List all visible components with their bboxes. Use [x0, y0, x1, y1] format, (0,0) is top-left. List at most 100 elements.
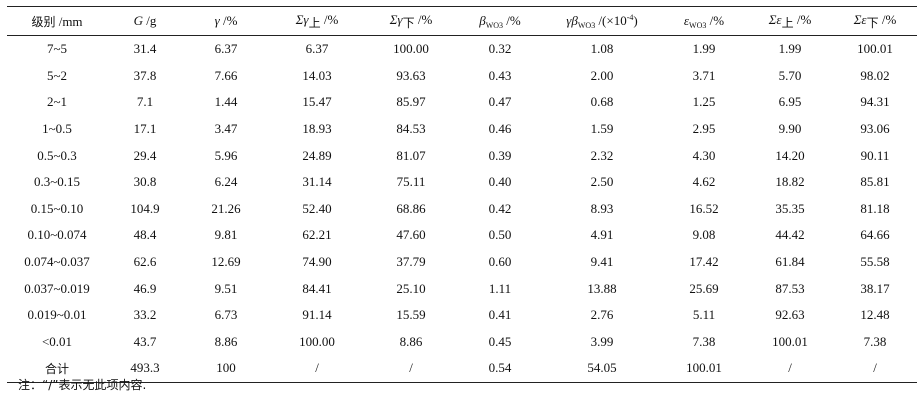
table-cell: 9.51: [214, 280, 238, 296]
table-cell: 6.73: [214, 307, 238, 323]
table-cell: /: [747, 355, 833, 383]
table-footnote: 注：“/”表示无此项内容.: [18, 378, 147, 392]
table-cell: 54.05: [543, 355, 661, 383]
header-cumulative-distribution-over: Σε上 /%: [747, 6, 833, 36]
table-cell: 87.53: [775, 280, 805, 296]
table-cell: 2.00: [590, 67, 614, 83]
header-size-grade: 级别 /mm: [7, 6, 107, 36]
table-cell: 21.26: [211, 200, 241, 216]
row-label-cell: 0.074~0.037: [24, 254, 90, 270]
table-cell: 8.93: [590, 200, 614, 216]
table-cell: 62.6: [133, 254, 157, 270]
table-cell: 68.86: [396, 200, 426, 216]
header-metal-content: γβWO3 /(×10-4): [543, 6, 661, 36]
table-cell: 14.03: [302, 67, 332, 83]
table-cell: 12.69: [211, 254, 241, 270]
table-cell: 15.47: [302, 94, 332, 110]
table-cell: 85.81: [860, 174, 890, 190]
table-cell: 98.02: [860, 67, 890, 83]
table-row: 0.15~0.10 104.9 21.26 52.40 68.86 0.42 8.93 16.…: [7, 196, 917, 223]
table-cell: 100.00: [393, 41, 429, 57]
table-cell: 3.99: [590, 333, 614, 349]
table-cell: 48.4: [133, 227, 157, 243]
table-cell: 0.68: [590, 94, 614, 110]
table-cell: 12.48: [860, 307, 890, 323]
header-cumulative-yield-under: Σγ下 /%: [365, 6, 457, 36]
row-label-cell: 0.037~0.019: [24, 280, 90, 296]
row-label-cell: <0.01: [41, 333, 73, 349]
table-cell: 4.91: [590, 227, 614, 243]
table-row: 1~0.5 17.1 3.47 18.93 84.53 0.46 1.59 2.95 9.90 9…: [7, 116, 917, 143]
table-cell: 104.9: [130, 200, 160, 216]
table-cell: 100.01: [661, 355, 747, 383]
table-cell: 85.97: [396, 94, 426, 110]
row-label-cell: 0.3~0.15: [33, 174, 81, 190]
header-cumulative-yield-over: Σγ上 /%: [269, 6, 365, 36]
row-label-cell: 合计: [7, 355, 107, 383]
table-cell: 43.7: [133, 333, 157, 349]
table-row: 7~5 31.4 6.37 6.37 100.00 0.32 1.08 1.99 1.99 100…: [7, 36, 917, 63]
table-cell: 17.1: [133, 121, 157, 137]
table-cell: 6.24: [214, 174, 238, 190]
table-row: 0.5~0.3 29.4 5.96 24.89 81.07 0.39 2.32 4.30 14.…: [7, 142, 917, 169]
table-cell: 1.44: [214, 94, 238, 110]
table-cell: 6.95: [778, 94, 802, 110]
table-cell: 90.11: [860, 147, 890, 163]
row-label-cell: 0.019~0.01: [27, 307, 87, 323]
table-cell: 9.41: [590, 254, 614, 270]
table-cell: 0.47: [488, 94, 512, 110]
table-cell: 7.66: [214, 67, 238, 83]
row-label-cell: 0.15~0.10: [30, 200, 84, 216]
table-cell: 35.35: [775, 200, 805, 216]
table-cell: 64.66: [860, 227, 890, 243]
header-cumulative-distribution-under: Σε下 /%: [833, 6, 917, 36]
table-cell: 18.93: [302, 121, 332, 137]
table-row: 5~2 37.8 7.66 14.03 93.63 0.43 2.00 3.71 5.70 98.…: [7, 63, 917, 90]
table-total-row: 合计 493.3 100//0.54 54.05 100.01//: [7, 355, 917, 383]
table-cell: 5.70: [778, 67, 802, 83]
table-cell: 7.1: [136, 94, 154, 110]
table-body: 7~5 31.4 6.37 6.37 100.00 0.32 1.08 1.99 1.99 100…: [7, 36, 917, 383]
table-cell: 14.20: [775, 147, 805, 163]
table-cell: 31.4: [133, 41, 157, 57]
table-cell: 30.8: [133, 174, 157, 190]
row-label-cell: 5~2: [46, 67, 68, 83]
table-cell: 0.41: [488, 307, 512, 323]
table-cell: 81.18: [860, 200, 890, 216]
table-cell: 1.11: [488, 280, 512, 296]
table-cell: 47.60: [396, 227, 426, 243]
table-cell: 18.82: [775, 174, 805, 190]
table-row: 0.037~0.019 46.9 9.51 84.41 25.10 1.11 13.88 25…: [7, 275, 917, 302]
table-cell: /: [365, 355, 457, 383]
table-cell: 24.89: [302, 147, 332, 163]
table-cell: 16.52: [689, 200, 719, 216]
table-cell: 100.01: [857, 41, 893, 57]
table-cell: 29.4: [133, 147, 157, 163]
table-cell: 6.37: [305, 41, 329, 57]
table-cell: 1.99: [692, 41, 716, 57]
table-cell: 0.50: [488, 227, 512, 243]
table-cell: 17.42: [689, 254, 719, 270]
table-cell: 74.90: [302, 254, 332, 270]
table-cell: 92.63: [775, 307, 805, 323]
row-label-cell: 7~5: [46, 41, 68, 57]
table-cell: 44.42: [775, 227, 805, 243]
table-cell: 0.43: [488, 67, 512, 83]
table-cell: 6.37: [214, 41, 238, 57]
table-cell: 38.17: [860, 280, 890, 296]
table-cell: 31.14: [302, 174, 332, 190]
table-cell: 0.39: [488, 147, 512, 163]
header-yield: γ /%: [183, 6, 269, 36]
table-cell: 84.41: [302, 280, 332, 296]
table-cell: 91.14: [302, 307, 332, 323]
table-cell: 493.3: [107, 355, 183, 383]
table-cell: 2.95: [692, 121, 716, 137]
table-cell: 0.45: [488, 333, 512, 349]
table-cell: 100.01: [772, 333, 808, 349]
table-row: 0.019~0.01 33.2 6.73 91.14 15.59 0.41 2.76 5.11…: [7, 302, 917, 329]
table-cell: 3.71: [692, 67, 716, 83]
table-cell: 25.69: [689, 280, 719, 296]
table-cell: 1.08: [590, 41, 614, 57]
table-cell: 100: [183, 355, 269, 383]
table-cell: 52.40: [302, 200, 332, 216]
